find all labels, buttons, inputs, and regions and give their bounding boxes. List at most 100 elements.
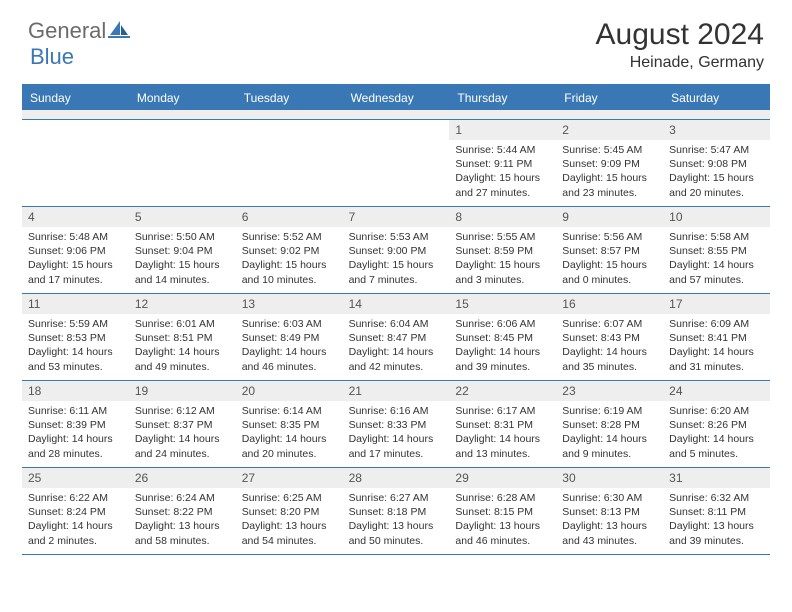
day-number: 10 — [663, 207, 770, 227]
day-cell: 27Sunrise: 6:25 AMSunset: 8:20 PMDayligh… — [236, 468, 343, 554]
day-details: Sunrise: 6:24 AMSunset: 8:22 PMDaylight:… — [129, 488, 236, 554]
day-details: Sunrise: 5:58 AMSunset: 8:55 PMDaylight:… — [663, 227, 770, 293]
day-cell: 17Sunrise: 6:09 AMSunset: 8:41 PMDayligh… — [663, 294, 770, 380]
week-row: 18Sunrise: 6:11 AMSunset: 8:39 PMDayligh… — [22, 381, 770, 468]
day-cell: 29Sunrise: 6:28 AMSunset: 8:15 PMDayligh… — [449, 468, 556, 554]
day-details: Sunrise: 6:04 AMSunset: 8:47 PMDaylight:… — [343, 314, 450, 380]
day-cell — [236, 120, 343, 206]
day-number: 4 — [22, 207, 129, 227]
day-details: Sunrise: 5:45 AMSunset: 9:09 PMDaylight:… — [556, 140, 663, 206]
day-details: Sunrise: 5:52 AMSunset: 9:02 PMDaylight:… — [236, 227, 343, 293]
day-number: 18 — [22, 381, 129, 401]
weekday-header: Saturday — [663, 86, 770, 110]
day-number: 7 — [343, 207, 450, 227]
day-details: Sunrise: 6:22 AMSunset: 8:24 PMDaylight:… — [22, 488, 129, 554]
day-details: Sunrise: 6:28 AMSunset: 8:15 PMDaylight:… — [449, 488, 556, 554]
day-number: 14 — [343, 294, 450, 314]
day-cell: 9Sunrise: 5:56 AMSunset: 8:57 PMDaylight… — [556, 207, 663, 293]
day-cell: 3Sunrise: 5:47 AMSunset: 9:08 PMDaylight… — [663, 120, 770, 206]
weekday-header: Wednesday — [343, 86, 450, 110]
day-cell: 21Sunrise: 6:16 AMSunset: 8:33 PMDayligh… — [343, 381, 450, 467]
empty-day — [129, 120, 236, 140]
day-cell: 19Sunrise: 6:12 AMSunset: 8:37 PMDayligh… — [129, 381, 236, 467]
day-number: 6 — [236, 207, 343, 227]
month-title: August 2024 — [596, 18, 764, 52]
day-details: Sunrise: 5:50 AMSunset: 9:04 PMDaylight:… — [129, 227, 236, 293]
day-number: 20 — [236, 381, 343, 401]
day-number: 16 — [556, 294, 663, 314]
day-cell: 5Sunrise: 5:50 AMSunset: 9:04 PMDaylight… — [129, 207, 236, 293]
title-block: August 2024 Heinade, Germany — [596, 18, 764, 72]
day-cell: 22Sunrise: 6:17 AMSunset: 8:31 PMDayligh… — [449, 381, 556, 467]
day-details: Sunrise: 6:27 AMSunset: 8:18 PMDaylight:… — [343, 488, 450, 554]
day-details: Sunrise: 5:55 AMSunset: 8:59 PMDaylight:… — [449, 227, 556, 293]
day-cell: 23Sunrise: 6:19 AMSunset: 8:28 PMDayligh… — [556, 381, 663, 467]
day-number: 9 — [556, 207, 663, 227]
day-details: Sunrise: 5:56 AMSunset: 8:57 PMDaylight:… — [556, 227, 663, 293]
header-spacer — [22, 110, 770, 120]
weekday-header: Tuesday — [236, 86, 343, 110]
day-details: Sunrise: 6:03 AMSunset: 8:49 PMDaylight:… — [236, 314, 343, 380]
day-number: 15 — [449, 294, 556, 314]
day-number: 8 — [449, 207, 556, 227]
day-cell: 16Sunrise: 6:07 AMSunset: 8:43 PMDayligh… — [556, 294, 663, 380]
logo-text-blue: Blue — [30, 44, 74, 69]
day-number: 25 — [22, 468, 129, 488]
day-details: Sunrise: 6:09 AMSunset: 8:41 PMDaylight:… — [663, 314, 770, 380]
day-cell: 1Sunrise: 5:44 AMSunset: 9:11 PMDaylight… — [449, 120, 556, 206]
day-number: 5 — [129, 207, 236, 227]
day-details: Sunrise: 6:01 AMSunset: 8:51 PMDaylight:… — [129, 314, 236, 380]
day-number: 30 — [556, 468, 663, 488]
day-details: Sunrise: 6:25 AMSunset: 8:20 PMDaylight:… — [236, 488, 343, 554]
day-cell — [129, 120, 236, 206]
week-row: 4Sunrise: 5:48 AMSunset: 9:06 PMDaylight… — [22, 207, 770, 294]
location-label: Heinade, Germany — [596, 54, 764, 72]
logo-sail-icon — [108, 19, 130, 44]
day-details: Sunrise: 6:19 AMSunset: 8:28 PMDaylight:… — [556, 401, 663, 467]
day-number: 29 — [449, 468, 556, 488]
day-number: 24 — [663, 381, 770, 401]
day-number: 22 — [449, 381, 556, 401]
day-details: Sunrise: 6:06 AMSunset: 8:45 PMDaylight:… — [449, 314, 556, 380]
day-cell: 12Sunrise: 6:01 AMSunset: 8:51 PMDayligh… — [129, 294, 236, 380]
day-number: 27 — [236, 468, 343, 488]
weekday-header: Monday — [129, 86, 236, 110]
day-details: Sunrise: 5:59 AMSunset: 8:53 PMDaylight:… — [22, 314, 129, 380]
day-cell: 24Sunrise: 6:20 AMSunset: 8:26 PMDayligh… — [663, 381, 770, 467]
day-number: 1 — [449, 120, 556, 140]
weekday-header: Thursday — [449, 86, 556, 110]
weekday-header: Friday — [556, 86, 663, 110]
day-number: 31 — [663, 468, 770, 488]
header: General August 2024 Heinade, Germany — [0, 0, 792, 80]
day-cell: 8Sunrise: 5:55 AMSunset: 8:59 PMDaylight… — [449, 207, 556, 293]
day-details: Sunrise: 6:17 AMSunset: 8:31 PMDaylight:… — [449, 401, 556, 467]
calendar: SundayMondayTuesdayWednesdayThursdayFrid… — [22, 84, 770, 555]
day-cell: 4Sunrise: 5:48 AMSunset: 9:06 PMDaylight… — [22, 207, 129, 293]
week-row: 25Sunrise: 6:22 AMSunset: 8:24 PMDayligh… — [22, 468, 770, 555]
day-number: 3 — [663, 120, 770, 140]
day-details: Sunrise: 5:53 AMSunset: 9:00 PMDaylight:… — [343, 227, 450, 293]
day-cell: 28Sunrise: 6:27 AMSunset: 8:18 PMDayligh… — [343, 468, 450, 554]
empty-day — [236, 120, 343, 140]
day-number: 13 — [236, 294, 343, 314]
weekday-header: Sunday — [22, 86, 129, 110]
day-cell: 6Sunrise: 5:52 AMSunset: 9:02 PMDaylight… — [236, 207, 343, 293]
week-row: 11Sunrise: 5:59 AMSunset: 8:53 PMDayligh… — [22, 294, 770, 381]
day-number: 19 — [129, 381, 236, 401]
day-cell: 7Sunrise: 5:53 AMSunset: 9:00 PMDaylight… — [343, 207, 450, 293]
day-details: Sunrise: 6:30 AMSunset: 8:13 PMDaylight:… — [556, 488, 663, 554]
day-details: Sunrise: 6:11 AMSunset: 8:39 PMDaylight:… — [22, 401, 129, 467]
empty-day — [22, 120, 129, 140]
day-number: 23 — [556, 381, 663, 401]
day-cell — [22, 120, 129, 206]
day-details: Sunrise: 6:12 AMSunset: 8:37 PMDaylight:… — [129, 401, 236, 467]
logo-text-general: General — [28, 18, 106, 44]
day-number: 21 — [343, 381, 450, 401]
day-details: Sunrise: 5:47 AMSunset: 9:08 PMDaylight:… — [663, 140, 770, 206]
logo: General — [28, 18, 132, 44]
day-cell: 10Sunrise: 5:58 AMSunset: 8:55 PMDayligh… — [663, 207, 770, 293]
day-cell: 26Sunrise: 6:24 AMSunset: 8:22 PMDayligh… — [129, 468, 236, 554]
day-cell: 30Sunrise: 6:30 AMSunset: 8:13 PMDayligh… — [556, 468, 663, 554]
day-details: Sunrise: 6:14 AMSunset: 8:35 PMDaylight:… — [236, 401, 343, 467]
day-number: 11 — [22, 294, 129, 314]
